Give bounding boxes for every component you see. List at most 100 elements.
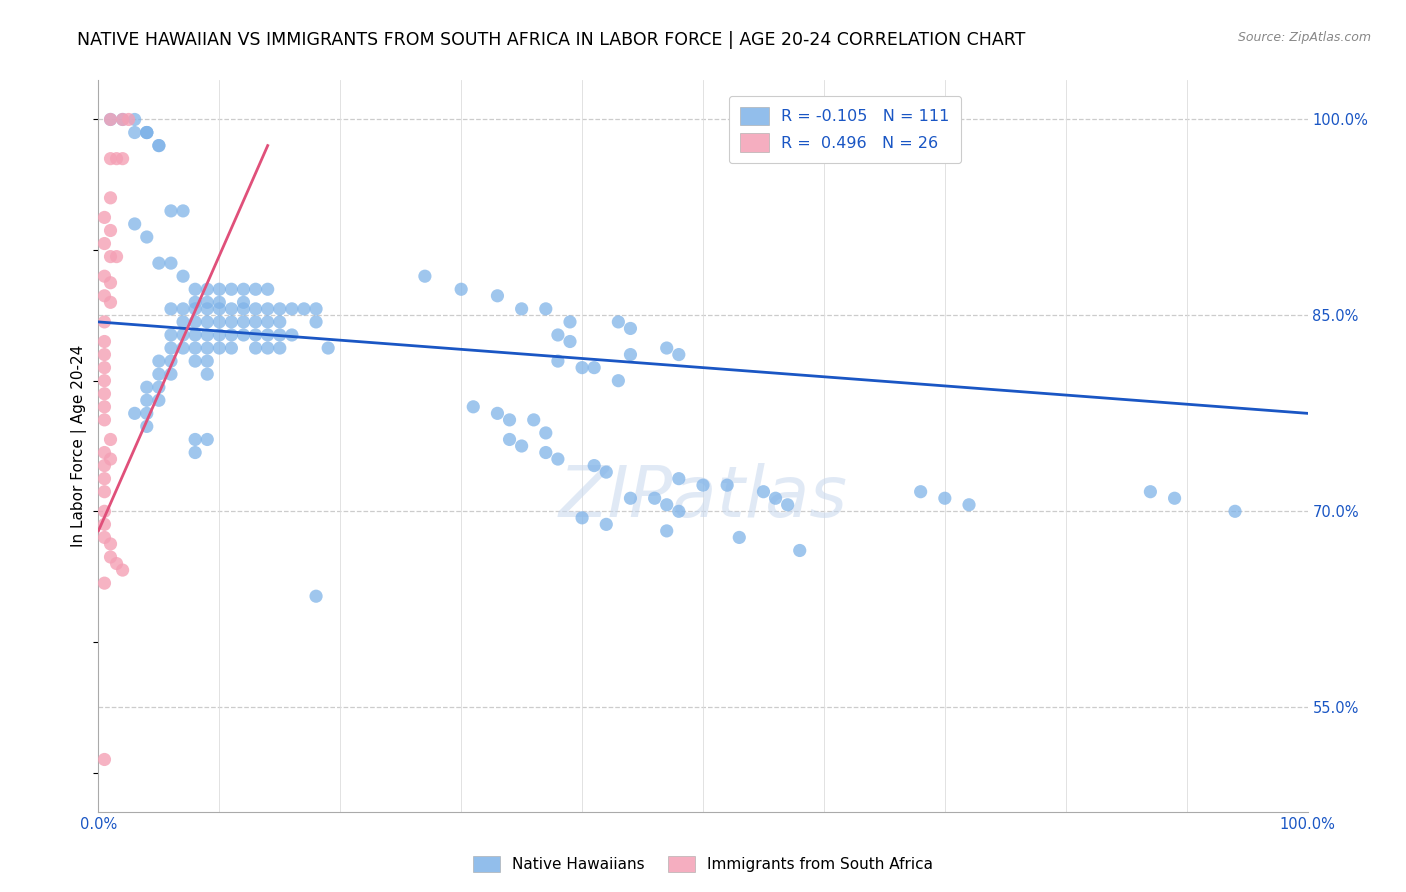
Point [148, 393, 170, 408]
Point [305, 315, 328, 329]
Point [93, 504, 115, 518]
Point [208, 315, 231, 329]
Point [195, 341, 218, 355]
Point [184, 282, 207, 296]
Point [776, 498, 799, 512]
Point [172, 341, 194, 355]
Point [195, 301, 218, 316]
Point [160, 341, 183, 355]
Point [208, 301, 231, 316]
Point [498, 433, 520, 447]
Point [668, 472, 690, 486]
Point [172, 203, 194, 218]
Point [752, 484, 775, 499]
Point [607, 315, 630, 329]
Point [269, 341, 291, 355]
Point [413, 269, 436, 284]
Point [93, 269, 115, 284]
Point [245, 328, 267, 343]
Point [148, 138, 170, 153]
Point [124, 112, 146, 127]
Point [269, 315, 291, 329]
Point [135, 126, 157, 140]
Point [93, 374, 115, 388]
Point [619, 321, 641, 335]
Point [463, 400, 485, 414]
Point [124, 126, 146, 140]
Point [93, 517, 115, 532]
Point [93, 472, 115, 486]
Point [281, 301, 304, 316]
Point [1163, 491, 1185, 506]
Point [135, 126, 157, 140]
Point [100, 112, 122, 127]
Text: NATIVE HAWAIIAN VS IMMIGRANTS FROM SOUTH AFRICA IN LABOR FORCE | AGE 20-24 CORRE: NATIVE HAWAIIAN VS IMMIGRANTS FROM SOUTH… [77, 31, 1026, 49]
Point [195, 354, 218, 368]
Point [510, 301, 533, 316]
Point [208, 282, 231, 296]
Point [100, 295, 122, 310]
Point [789, 543, 811, 558]
Point [93, 236, 115, 251]
Point [316, 341, 339, 355]
Point [135, 380, 157, 394]
Point [547, 328, 569, 343]
Point [93, 315, 115, 329]
Point [160, 328, 183, 343]
Point [583, 458, 606, 473]
Point [135, 126, 157, 140]
Point [486, 406, 509, 420]
Legend: R = -0.105   N = 111, R =  0.496   N = 26: R = -0.105 N = 111, R = 0.496 N = 26 [728, 95, 962, 163]
Point [118, 112, 141, 127]
Point [655, 341, 678, 355]
Point [269, 301, 291, 316]
Point [221, 315, 243, 329]
Point [571, 360, 593, 375]
Point [160, 354, 183, 368]
Point [547, 452, 569, 467]
Point [93, 386, 115, 401]
Point [93, 484, 115, 499]
Point [160, 256, 183, 270]
Point [221, 328, 243, 343]
Point [93, 576, 115, 591]
Point [534, 425, 557, 440]
Point [93, 211, 115, 225]
Point [111, 152, 134, 166]
Point [486, 289, 509, 303]
Point [269, 328, 291, 343]
Point [160, 203, 183, 218]
Point [184, 328, 207, 343]
Point [195, 282, 218, 296]
Point [195, 433, 218, 447]
Point [100, 112, 122, 127]
Point [1223, 504, 1246, 518]
Point [692, 478, 714, 492]
Point [595, 465, 617, 479]
Point [547, 354, 569, 368]
Point [208, 295, 231, 310]
Point [245, 315, 267, 329]
Y-axis label: In Labor Force | Age 20-24: In Labor Force | Age 20-24 [70, 345, 87, 547]
Point [184, 315, 207, 329]
Point [93, 348, 115, 362]
Point [135, 230, 157, 244]
Point [100, 452, 122, 467]
Point [100, 223, 122, 237]
Point [195, 328, 218, 343]
Point [195, 315, 218, 329]
Point [105, 250, 128, 264]
Point [256, 315, 278, 329]
Point [619, 491, 641, 506]
Legend: Native Hawaiians, Immigrants from South Africa: Native Hawaiians, Immigrants from South … [465, 848, 941, 880]
Point [1139, 484, 1161, 499]
Point [93, 400, 115, 414]
Point [111, 112, 134, 127]
Point [644, 491, 666, 506]
Point [184, 445, 207, 459]
Point [256, 341, 278, 355]
Point [148, 256, 170, 270]
Text: ZIPatlas: ZIPatlas [558, 463, 848, 532]
Point [221, 282, 243, 296]
Point [93, 413, 115, 427]
